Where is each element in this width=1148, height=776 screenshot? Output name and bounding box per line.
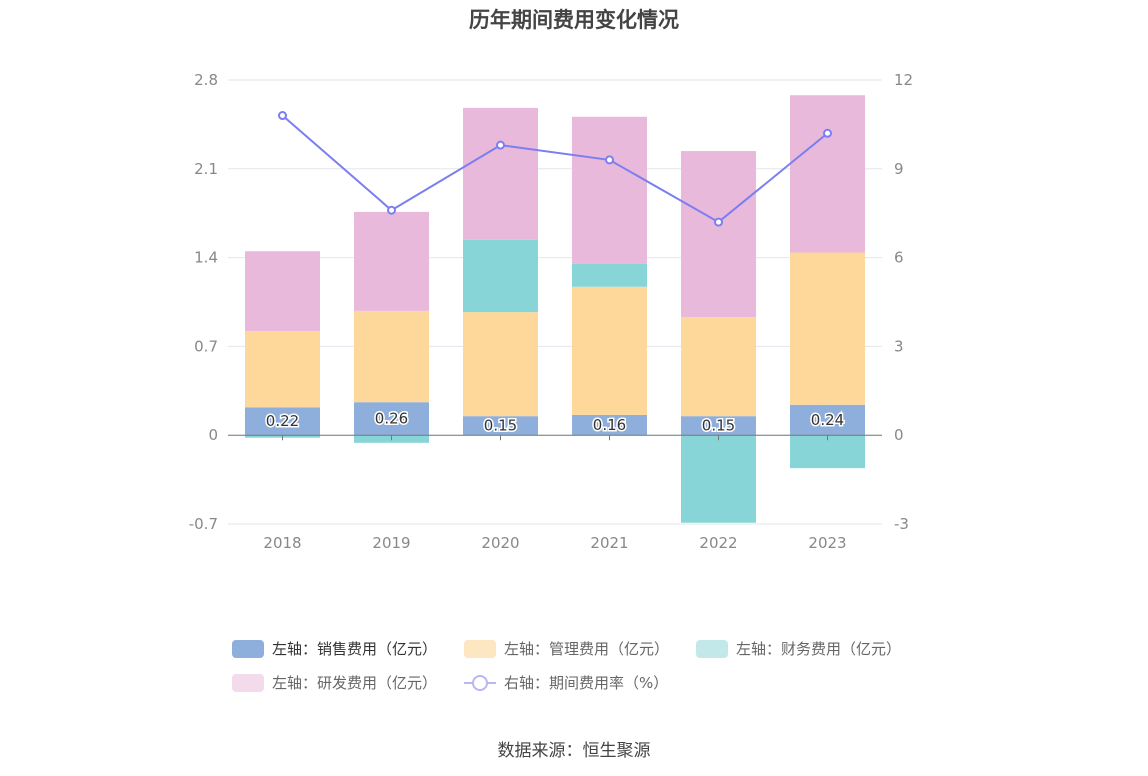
x-tick-label-2021: 2021 bbox=[590, 534, 628, 552]
left-tick-label: 2.1 bbox=[194, 160, 218, 178]
legend-swatch-admin bbox=[464, 639, 496, 658]
left-tick-label: 0.7 bbox=[194, 337, 218, 355]
bar-3-2023 bbox=[790, 95, 865, 253]
bar-0-2019 bbox=[354, 402, 429, 436]
bar-2-2020 bbox=[463, 239, 538, 313]
legend-item-rd[interactable]: 左轴：研发费用（亿元） bbox=[232, 672, 437, 693]
left-tick-label: 1.4 bbox=[194, 249, 218, 267]
bar-2-2022 bbox=[681, 435, 756, 523]
bar-3-2019 bbox=[354, 211, 429, 311]
bar-1-2023 bbox=[790, 252, 865, 405]
bar-3-2022 bbox=[681, 151, 756, 318]
left-tick-label: 0 bbox=[208, 426, 218, 444]
bar-0-2018 bbox=[245, 407, 320, 436]
data-label-2019: 0.26 bbox=[375, 410, 408, 428]
grid-lines bbox=[228, 79, 882, 525]
data-label-2022: 0.15 bbox=[702, 417, 735, 435]
x-tick-label-2023: 2023 bbox=[808, 534, 846, 552]
rate-point-2023 bbox=[823, 128, 832, 138]
bar-3-2020 bbox=[463, 107, 538, 240]
legend-label-admin: 左轴：管理费用（亿元） bbox=[504, 640, 670, 658]
bar-1-2022 bbox=[681, 317, 756, 417]
legend-item-rate[interactable]: 右轴：期间费用率（%） bbox=[464, 672, 668, 693]
right-tick-label: 0 bbox=[894, 426, 904, 444]
legend-swatch-sales bbox=[232, 639, 264, 658]
bar-1-2020 bbox=[463, 312, 538, 417]
data-labels: 0.22 0.26 0.15 0.16 0.15 0.24 bbox=[264, 408, 845, 436]
bar-0-2021 bbox=[572, 414, 647, 436]
right-tick-label: 9 bbox=[894, 160, 904, 178]
bar-0-2023 bbox=[790, 404, 865, 436]
x-tick-label-2018: 2018 bbox=[263, 534, 301, 552]
bar-3-2018 bbox=[245, 251, 320, 332]
legend-label-rate: 右轴：期间费用率（%） bbox=[504, 674, 669, 692]
right-tick-label: 6 bbox=[894, 249, 904, 267]
legend-label-rd: 左轴：研发费用（亿元） bbox=[272, 674, 438, 692]
bar-1-2018 bbox=[245, 331, 320, 408]
data-label-2023: 0.24 bbox=[811, 411, 844, 429]
rate-line bbox=[281, 114, 829, 224]
bar-2-2023 bbox=[790, 435, 865, 469]
rate-point-2020 bbox=[496, 140, 505, 150]
x-tick-label-2019: 2019 bbox=[372, 534, 410, 552]
left-axis-ticks: 2.8 2.1 1.4 0.7 0 -0.7 bbox=[189, 71, 218, 533]
rate-point-2021 bbox=[605, 155, 614, 165]
data-label-2021: 0.16 bbox=[593, 416, 626, 434]
bar-2-2021 bbox=[572, 263, 647, 287]
x-tick-label-2022: 2022 bbox=[699, 534, 737, 552]
data-source: 数据来源：恒生聚源 bbox=[497, 741, 651, 761]
x-tick-label-2020: 2020 bbox=[481, 534, 519, 552]
legend-label-sales: 左轴：销售费用（亿元） bbox=[272, 640, 438, 658]
left-tick-label: -0.7 bbox=[189, 515, 218, 533]
x-axis-ticks: 2018 2019 2020 2021 2022 2023 bbox=[263, 534, 846, 552]
legend-item-sales[interactable]: 左轴：销售费用（亿元） bbox=[232, 638, 437, 659]
rate-line-series bbox=[278, 111, 832, 227]
left-tick-label: 2.8 bbox=[194, 71, 218, 89]
right-tick-label: -3 bbox=[894, 515, 909, 533]
zero-axis-line bbox=[228, 434, 882, 441]
legend-line-icon bbox=[464, 674, 496, 692]
right-tick-label: 12 bbox=[894, 71, 913, 89]
bar-0-2020 bbox=[463, 416, 538, 436]
rate-point-2022 bbox=[714, 217, 723, 227]
bar-series bbox=[245, 95, 865, 523]
right-tick-label: 3 bbox=[894, 337, 904, 355]
right-axis-ticks: 12 9 6 3 0 -3 bbox=[894, 71, 913, 533]
legend-swatch-rd bbox=[232, 673, 264, 692]
bar-1-2021 bbox=[572, 286, 647, 415]
bar-0-2022 bbox=[681, 416, 756, 436]
legend-item-admin[interactable]: 左轴：管理费用（亿元） bbox=[464, 638, 669, 659]
data-label-2020: 0.15 bbox=[484, 417, 517, 435]
rate-point-2019 bbox=[387, 205, 396, 215]
legend-label-finance: 左轴：财务费用（亿元） bbox=[736, 640, 902, 658]
data-label-2018: 0.22 bbox=[266, 412, 299, 430]
bar-3-2021 bbox=[572, 116, 647, 264]
rate-point-2018 bbox=[278, 111, 287, 121]
bar-1-2019 bbox=[354, 310, 429, 403]
legend-swatch-finance bbox=[696, 639, 728, 658]
legend-item-finance[interactable]: 左轴：财务费用（亿元） bbox=[696, 638, 901, 659]
chart-title: 历年期间费用变化情况 bbox=[469, 8, 679, 32]
